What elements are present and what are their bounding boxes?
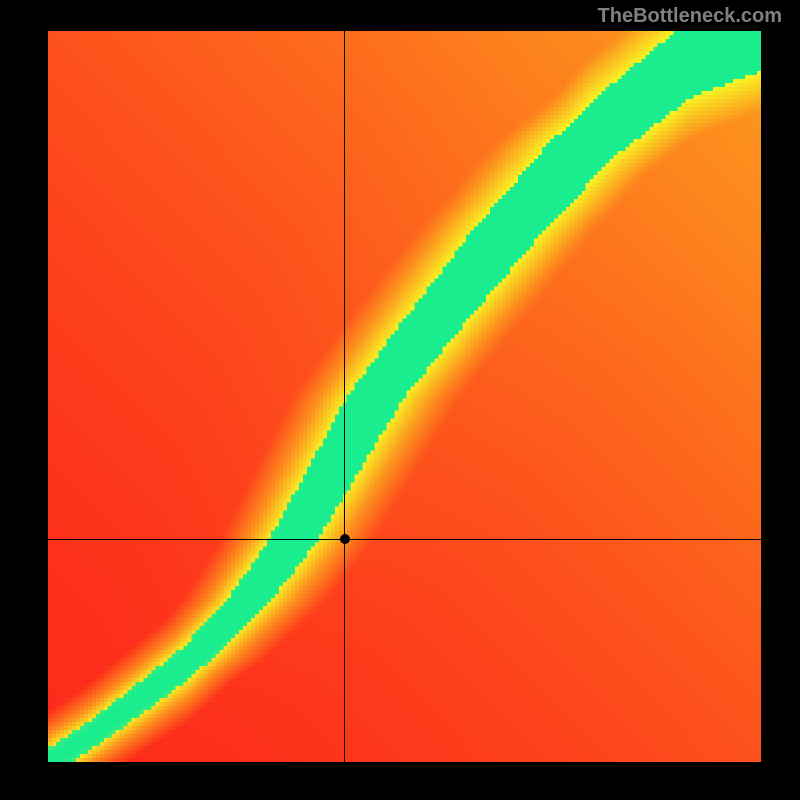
heatmap-plot: [48, 31, 761, 762]
marker-dot: [340, 534, 350, 544]
crosshair-horizontal: [48, 539, 761, 540]
watermark-text: TheBottleneck.com: [598, 5, 782, 28]
heatmap-canvas: [48, 31, 761, 762]
chart-container: TheBottleneck.com: [0, 0, 800, 800]
crosshair-vertical: [344, 31, 345, 762]
